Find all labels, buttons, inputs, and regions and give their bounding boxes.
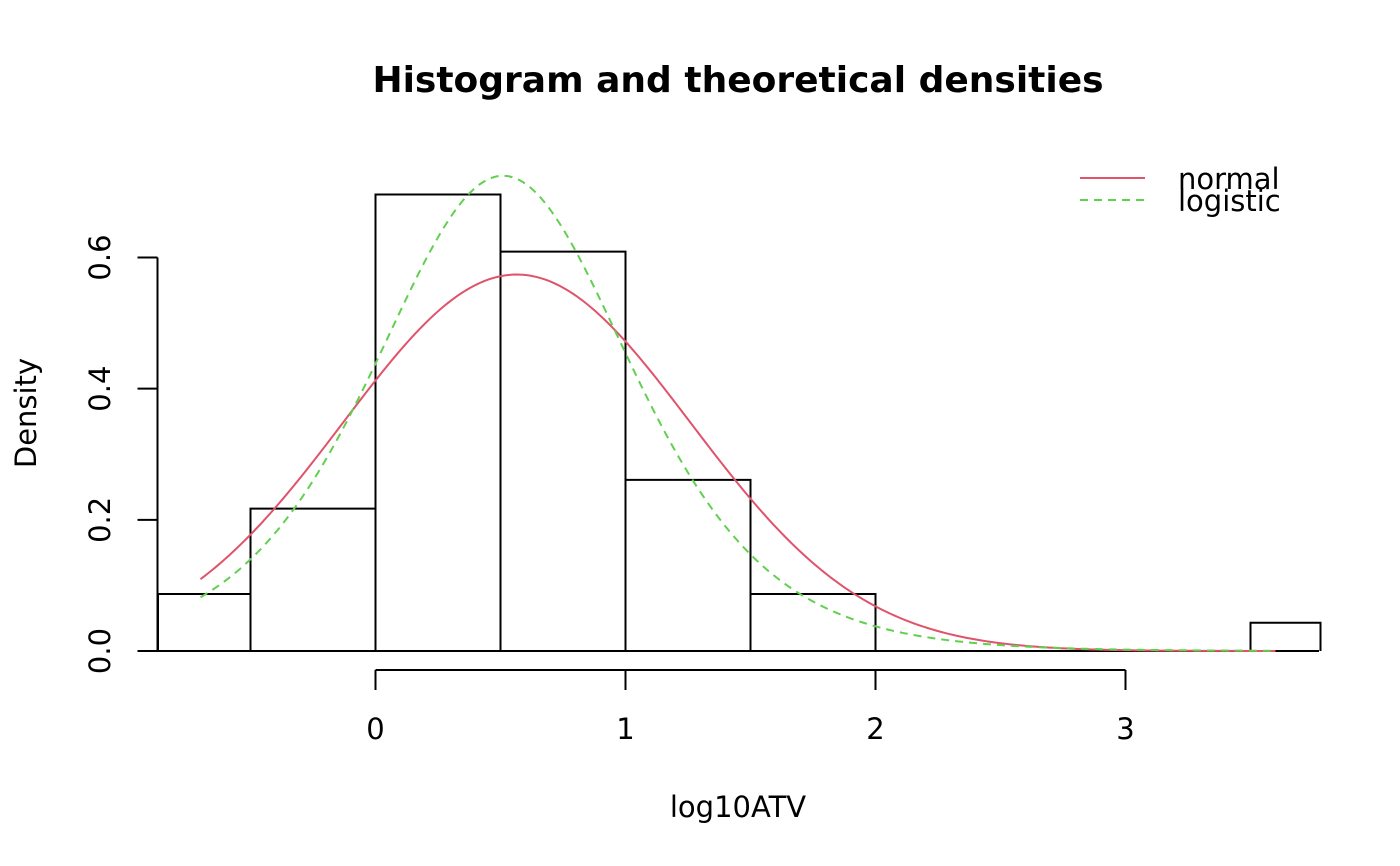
- y-tick-label: 0.6: [83, 234, 117, 280]
- x-tick-label: 1: [616, 712, 634, 746]
- histogram-bar-4: [624, 478, 752, 651]
- histogram-bar-1: [249, 507, 377, 651]
- histogram-bar-0: [157, 592, 252, 651]
- legend: normal logistic: [1080, 162, 1281, 218]
- y-axis: 0.0 0.2 0.4 0.6: [83, 234, 159, 674]
- normal-density-curve: [199, 273, 1276, 652]
- histogram-bar-9: [1249, 621, 1322, 651]
- density-curves: [199, 174, 1276, 652]
- histogram-bar-5: [749, 592, 877, 651]
- x-axis: 0 1 2 3: [366, 669, 1135, 746]
- legend-normal-label: normal: [1178, 162, 1280, 196]
- y-axis-label: Density: [9, 358, 43, 468]
- x-tick-label: 2: [866, 712, 884, 746]
- histogram-bars: [157, 193, 1322, 651]
- chart-title: Histogram and theoretical densities: [372, 60, 1103, 101]
- histogram-bar-2: [374, 193, 502, 651]
- y-tick-label: 0.4: [83, 366, 117, 412]
- x-tick-label: 0: [366, 712, 384, 746]
- y-tick-label: 0.2: [83, 497, 117, 543]
- y-tick-label: 0.0: [83, 628, 117, 674]
- x-tick-label: 3: [1116, 712, 1134, 746]
- x-axis-label: log10ATV: [670, 790, 806, 824]
- logistic-density-curve: [199, 174, 1276, 652]
- histogram-bar-3: [499, 250, 627, 651]
- legend-logistic-label: logistic: [1178, 184, 1281, 218]
